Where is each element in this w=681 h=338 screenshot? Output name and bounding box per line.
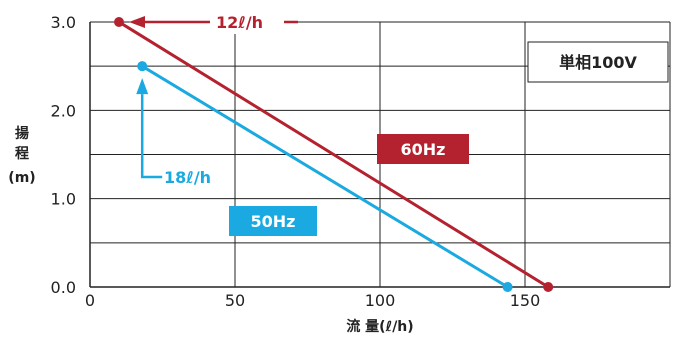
annotation-18lh: 18ℓ/h — [164, 168, 211, 187]
x-tick-label: 50 — [225, 291, 245, 310]
annotation-12lh: 12ℓ/h — [216, 13, 263, 32]
legend-label-50hz: 50Hz — [251, 212, 296, 231]
y-tick-label: 0.0 — [51, 278, 76, 297]
y-tick-label: 2.0 — [51, 101, 76, 120]
x-tick-label: 150 — [510, 291, 541, 310]
series-line-60hz — [117, 20, 550, 289]
data-point-60hz — [543, 282, 554, 292]
x-tick-label: 0 — [85, 291, 95, 310]
annotation-bg — [205, 10, 297, 34]
arrow-left-icon — [129, 16, 145, 28]
tick-labels: 0 50 100 150 0.0 1.0 2.0 3.0 — [51, 13, 541, 310]
data-point-50hz — [137, 61, 148, 72]
y-tick-label: 1.0 — [51, 190, 76, 209]
power-label-box — [527, 41, 669, 83]
annotation-arrow-line — [140, 94, 163, 179]
arrow-up-icon — [136, 78, 149, 95]
x-tick-label: 100 — [365, 291, 396, 310]
x-axis-label: 流 量(ℓ/h) — [346, 318, 413, 335]
legend-badges: 60Hz 50Hz 単相100V — [229, 41, 669, 236]
y-axis-label-part: (m) — [8, 170, 35, 186]
y-axis-label-part: 揚 — [15, 125, 29, 142]
data-point-50hz — [502, 282, 513, 292]
legend-label-60hz: 60Hz — [401, 140, 446, 159]
legend-badge-50hz — [229, 206, 317, 236]
annotation-bg — [158, 165, 230, 189]
axis-labels: 流 量(ℓ/h) 揚程 (m) — [8, 125, 413, 335]
y-axis-label-part: 程 — [15, 146, 29, 162]
series-line-50hz — [140, 64, 510, 289]
y-tick-label: 3.0 — [51, 13, 76, 32]
power-label: 単相100V — [559, 53, 637, 72]
data-point-60hz — [114, 17, 124, 27]
legend-badge-60hz — [377, 134, 469, 164]
annotations: 12ℓ/h 18ℓ/h — [129, 10, 298, 189]
axes — [89, 22, 670, 288]
series-lines — [114, 17, 554, 292]
